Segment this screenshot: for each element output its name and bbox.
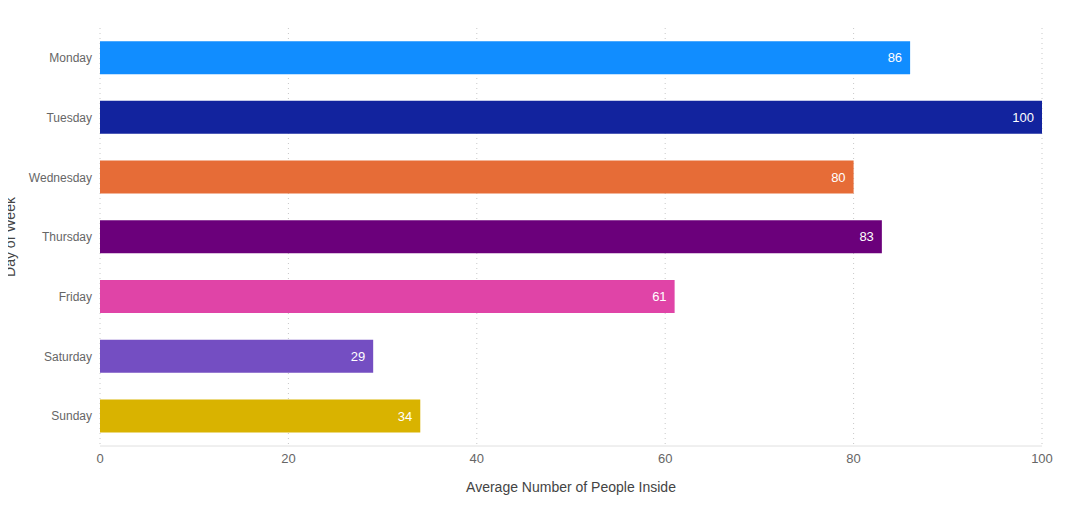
svg-text:Friday: Friday (59, 290, 92, 304)
svg-text:Sunday: Sunday (51, 409, 92, 423)
svg-text:20: 20 (281, 451, 295, 466)
svg-text:Tuesday: Tuesday (46, 111, 92, 125)
svg-text:40: 40 (470, 451, 484, 466)
svg-text:34: 34 (398, 409, 412, 424)
svg-text:0: 0 (96, 451, 103, 466)
svg-text:83: 83 (859, 229, 873, 244)
svg-text:100: 100 (1012, 110, 1034, 125)
svg-text:80: 80 (831, 170, 845, 185)
svg-text:Day of Week: Day of Week (8, 196, 18, 277)
svg-text:Saturday: Saturday (44, 350, 92, 364)
svg-text:Average Number of People Insid: Average Number of People Inside (466, 479, 676, 495)
svg-text:Wednesday: Wednesday (29, 171, 92, 185)
svg-text:Thursday: Thursday (42, 230, 92, 244)
svg-text:86: 86 (888, 50, 902, 65)
svg-text:29: 29 (351, 349, 365, 364)
svg-text:Monday: Monday (49, 51, 92, 65)
svg-text:80: 80 (846, 451, 860, 466)
svg-text:100: 100 (1031, 451, 1053, 466)
svg-text:60: 60 (658, 451, 672, 466)
svg-text:61: 61 (652, 289, 666, 304)
